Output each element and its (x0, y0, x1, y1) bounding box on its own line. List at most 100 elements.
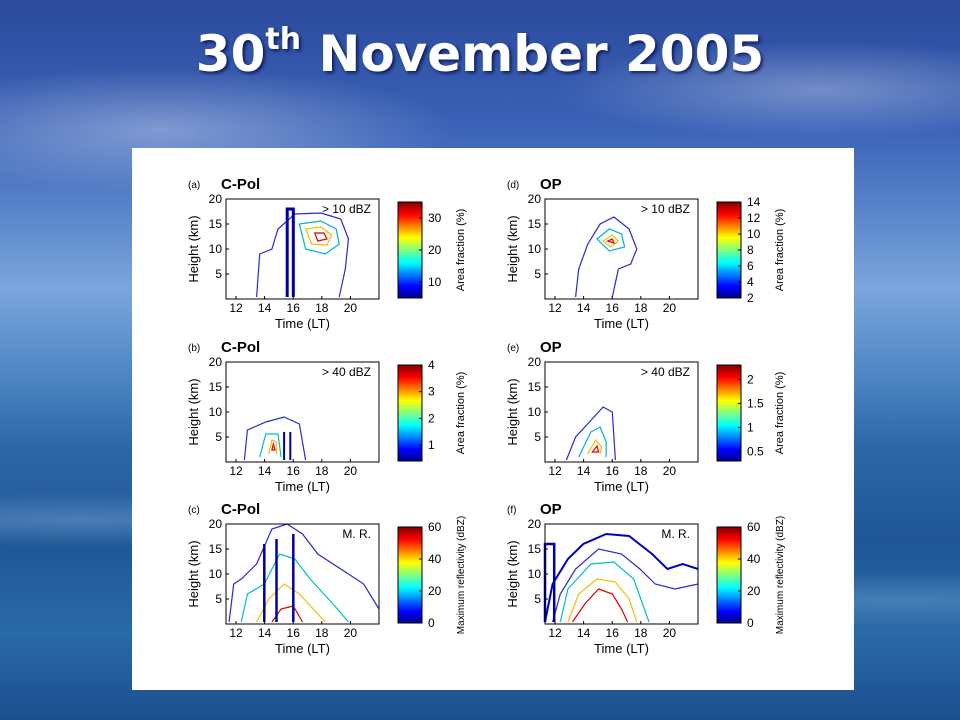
panel-b-cbar-tick-label-3: 3 (428, 385, 435, 399)
panel-a-ylabel: Height (km) (186, 215, 201, 282)
figure-card: (a) C-Pol > 10 dBZ 12 14 16 18 20 5 10 15 20 Time (L… (132, 148, 854, 690)
panel-c-xtick-label-16: 16 (287, 626, 301, 640)
panel-a-contour-4 (313, 232, 328, 242)
panel-c-xtick-label-20: 20 (344, 626, 358, 640)
panel-c-xtick-label-14: 14 (258, 626, 272, 640)
panel-e-label: (e) (507, 343, 519, 354)
panel-b-threshold: > 40 dBZ (322, 365, 371, 379)
panel-d-cbar-tick-label-6: 6 (747, 259, 754, 273)
panel-b-colorbar (397, 364, 423, 462)
panel-d-ylabel: Height (km) (505, 215, 520, 282)
panel-f-colorbar (716, 526, 742, 624)
panel-a-contour-1 (256, 212, 350, 298)
panel-d-cbar-tick-label-14: 14 (747, 195, 761, 209)
title-month-year: November 2005 (301, 25, 765, 83)
panel-c-cbar-tick-label-40: 40 (428, 552, 442, 566)
panel-c-label: (c) (188, 505, 200, 516)
panel-f-xtick-label-20: 20 (663, 626, 677, 640)
panel-b-cbar-tick-label-1: 1 (428, 438, 435, 452)
panel-d-label: (d) (507, 180, 519, 191)
panel-f-ytick-label-20: 20 (528, 517, 542, 531)
panel-d-colorbar (716, 201, 742, 299)
panel-c-xlabel: Time (LT) (275, 641, 330, 656)
panel-d-cbar-tick-label-10: 10 (747, 227, 761, 241)
panel-f-xlabel: Time (LT) (594, 641, 649, 656)
panel-e-contour-1 (565, 406, 616, 461)
panel-c-cbar-tick-label-20: 20 (428, 584, 442, 598)
panel-f-ylabel: Height (km) (505, 540, 520, 607)
panel-f-colorbar-label: Maximum reflectivity (dBZ) (775, 516, 786, 634)
panel-f-contour-4 (567, 578, 638, 623)
panel-a-ytick-label-15: 15 (209, 217, 223, 231)
panel-f-contour-2 (552, 548, 699, 623)
panel-e-cbar-tick-label-1.5: 1.5 (747, 396, 764, 410)
panel-c-cbar-tick-label-0: 0 (428, 616, 435, 630)
panel-e-ytick-label-5: 5 (534, 430, 541, 444)
panel-e-xtick-label-18: 18 (634, 464, 648, 478)
panel-c-ylabel: Height (km) (186, 540, 201, 607)
panel-b-xtick-label-18: 18 (315, 464, 329, 478)
panel-b-contour-2 (259, 433, 282, 458)
panel-d-cbar-tick-label-4: 4 (747, 275, 754, 289)
panel-a-colorbar-label: Area fraction (%) (455, 209, 467, 292)
panel-c-contour-2 (240, 553, 349, 623)
panel-c-cbar-tick-label-60: 60 (428, 520, 442, 534)
panel-c-contour-5 (263, 534, 295, 622)
panel-b-ytick-label-15: 15 (209, 380, 223, 394)
panel-b-label: (b) (188, 343, 200, 354)
panel-b-contour-3 (268, 439, 278, 455)
panel-b-cbar-tick-label-2: 2 (428, 411, 435, 425)
panel-f-threshold: M. R. (661, 527, 690, 541)
panel-c-ytick-label-20: 20 (209, 517, 223, 531)
panel-c-colorbar-label: Maximum reflectivity (dBZ) (456, 516, 467, 634)
panel-a-xtick-label-12: 12 (229, 301, 243, 315)
panel-b-contour-1 (243, 416, 307, 461)
panel-f-ytick-label-15: 15 (528, 542, 542, 556)
panel-e-xtick-label-16: 16 (606, 464, 620, 478)
panel-c-ytick-label-5: 5 (215, 592, 222, 606)
panel-d-colorbar-label: Area fraction (%) (774, 209, 786, 292)
panel-b-cbar-tick-label-4: 4 (428, 358, 435, 372)
panel-f-contour-5 (572, 588, 629, 623)
panel-d-ytick-label-10: 10 (528, 242, 542, 256)
panel-a-threshold: > 10 dBZ (322, 202, 371, 216)
panel-d-contour-3 (602, 234, 620, 248)
panel-f-xtick-label-18: 18 (634, 626, 648, 640)
panel-e-threshold: > 40 dBZ (641, 365, 690, 379)
panel-c-colorbar (397, 526, 423, 624)
panel-f-radar-name: OP (540, 501, 562, 518)
panel-d-cbar-tick-label-2: 2 (747, 291, 754, 305)
panel-a-xlabel: Time (LT) (275, 316, 330, 331)
panel-b-xtick-label-12: 12 (229, 464, 243, 478)
panel-c-contour-3 (256, 583, 326, 623)
panel-b-xtick-label-16: 16 (287, 464, 301, 478)
panel-f-cbar-tick-label-60: 60 (747, 520, 761, 534)
panel-d-contour-1 (575, 216, 638, 298)
panel-e-xtick-label-20: 20 (663, 464, 677, 478)
panel-a-colorbar (397, 201, 423, 299)
panel-e-colorbar-label: Area fraction (%) (774, 372, 786, 455)
panel-a-contour-3 (304, 226, 333, 246)
panel-b-xtick-label-20: 20 (344, 464, 358, 478)
panel-b-xtick-label-14: 14 (258, 464, 272, 478)
panel-d-contour-2 (596, 228, 626, 252)
panel-d-cbar-tick-label-8: 8 (747, 243, 754, 257)
panel-a-ytick-label-10: 10 (209, 242, 223, 256)
panel-d-xtick-label-18: 18 (634, 301, 648, 315)
panel-e-cbar-tick-label-1: 1 (747, 420, 754, 434)
panel-d-threshold: > 10 dBZ (641, 202, 690, 216)
panel-d-xlabel: Time (LT) (594, 316, 649, 331)
panel-a-label: (a) (188, 180, 200, 191)
panel-e-ylabel: Height (km) (505, 378, 520, 445)
panel-a-xtick-label-16: 16 (287, 301, 301, 315)
slide-title: 30th November 2005 (0, 22, 960, 83)
panel-f-cbar-tick-label-40: 40 (747, 552, 761, 566)
panel-e-cbar-tick-label-2: 2 (747, 372, 754, 386)
panel-c-radar-name: C-Pol (221, 501, 260, 518)
panel-e-xlabel: Time (LT) (594, 479, 649, 494)
panel-d-ytick-label-20: 20 (528, 192, 542, 206)
panel-d-xtick-label-12: 12 (548, 301, 562, 315)
panel-f-xtick-label-14: 14 (577, 626, 591, 640)
panel-d-xtick-label-16: 16 (606, 301, 620, 315)
